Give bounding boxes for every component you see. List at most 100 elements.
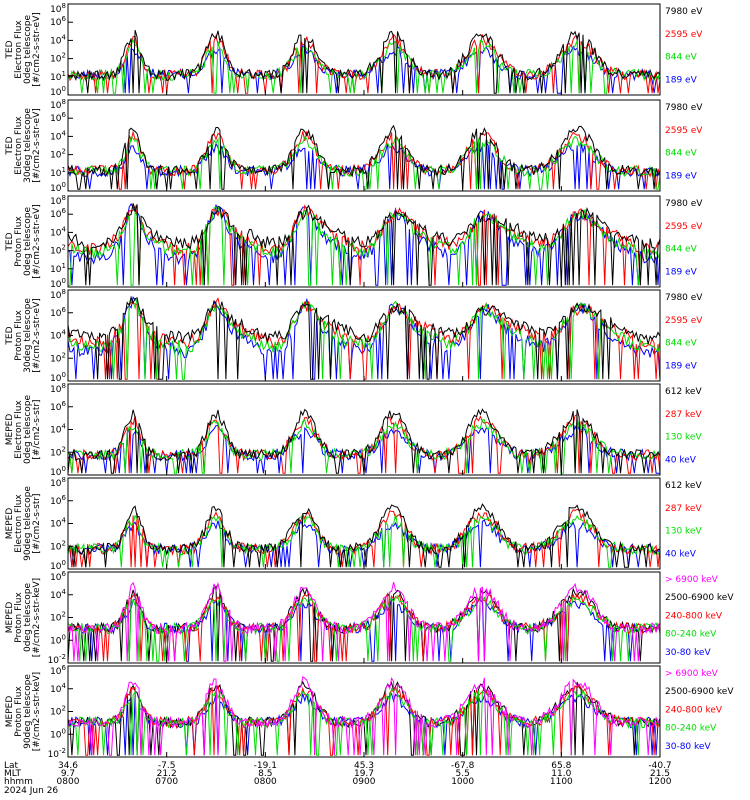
x-row-value-lat: -67.8 bbox=[451, 761, 475, 771]
y-axis-label-line: Electron Flux bbox=[14, 116, 24, 175]
y-tick-label: 108 bbox=[50, 476, 66, 489]
legend-entry: 189 eV bbox=[665, 171, 698, 181]
legend-entry: 240-800 keV bbox=[665, 611, 723, 621]
panel-4: 108 106 104 102 100 TED Proton Flux 30deg teles… bbox=[5, 288, 703, 384]
y-axis-label-line: TED bbox=[5, 232, 15, 251]
x-row-value-hhmm: 1200 bbox=[649, 777, 672, 787]
y-tick-label: 106 bbox=[50, 111, 66, 124]
x-row-value-lat: 34.6 bbox=[58, 761, 78, 771]
x-row-value-mlt: 5.5 bbox=[456, 769, 470, 779]
y-axis-label-line: 90deg telescope bbox=[23, 486, 33, 561]
x-row-value-mlt: 11.0 bbox=[551, 769, 571, 779]
y-axis-label-line: 0deg telescope bbox=[23, 207, 33, 277]
y-tick-label: 106 bbox=[50, 494, 66, 507]
y-tick-label: 104 bbox=[50, 225, 66, 238]
x-row-label: Lat bbox=[4, 761, 19, 771]
y-tick-label: 101 bbox=[50, 262, 66, 275]
y-tick-label: 104 bbox=[50, 682, 66, 695]
series-trace-287-kev bbox=[68, 508, 660, 568]
y-tick-label: 100 bbox=[50, 85, 66, 98]
legend-entry: 2595 eV bbox=[665, 316, 703, 326]
legend-entry: 287 keV bbox=[665, 504, 702, 514]
y-tick-label: 102 bbox=[50, 244, 66, 257]
y-tick-label: 100 bbox=[50, 727, 66, 740]
x-row-value-hhmm: 0800 bbox=[254, 777, 277, 787]
series-trace-7980-ev bbox=[68, 295, 660, 380]
y-tick-label: 102 bbox=[50, 539, 66, 552]
legend-entry: 2595 eV bbox=[665, 30, 703, 40]
traces bbox=[68, 408, 660, 474]
legend-entry: 7980 eV bbox=[665, 103, 703, 113]
y-tick-label: 104 bbox=[50, 588, 66, 601]
legend-entry: 844 eV bbox=[665, 149, 698, 159]
y-tick-label: 108 bbox=[50, 194, 66, 207]
y-tick-label: 101 bbox=[50, 166, 66, 179]
legend-entry: 7980 eV bbox=[665, 199, 703, 209]
y-axis-label-line: 90deg telescope bbox=[23, 674, 33, 749]
series-trace--6900-kev bbox=[68, 675, 660, 756]
y-tick-label: 102 bbox=[50, 351, 66, 364]
legend-entry: 7980 eV bbox=[665, 7, 703, 17]
y-axis-label-line: 0deg telescope bbox=[23, 583, 33, 653]
y-tick-label: 10-2 bbox=[48, 747, 66, 760]
series-trace-80-240-kev bbox=[68, 687, 660, 756]
y-axis-label-line: Proton Flux bbox=[14, 686, 24, 737]
legend-entry: 130 keV bbox=[665, 433, 702, 443]
y-axis-label-line: [#/cm2-s-str-keV] bbox=[32, 578, 42, 657]
series-trace-130-kev bbox=[68, 513, 660, 568]
y-tick-label: 102 bbox=[50, 611, 66, 624]
y-tick-label: 100 bbox=[50, 465, 66, 478]
series-trace-7980-ev bbox=[68, 30, 660, 94]
y-tick-label: 108 bbox=[50, 98, 66, 111]
y-tick-label: 100 bbox=[50, 633, 66, 646]
series-trace-287-kev bbox=[68, 413, 660, 474]
legend-entry: 2500-6900 keV bbox=[665, 687, 734, 697]
y-tick-label: 104 bbox=[50, 33, 66, 46]
panel-7: 106 104 102 100 10-2 MEPED Proton Flux 0deg tel… bbox=[5, 570, 734, 666]
panel-8: 106 104 102 100 10-2 MEPED Proton Flux 90deg te… bbox=[5, 664, 734, 760]
series-trace-130-kev bbox=[68, 419, 660, 474]
y-tick-label: 106 bbox=[50, 15, 66, 28]
series-trace--6900-kev bbox=[68, 581, 660, 662]
y-axis-label-line: Proton Flux bbox=[14, 310, 24, 361]
legend-entry: > 6900 keV bbox=[665, 575, 719, 585]
legend-entry: 612 keV bbox=[665, 387, 702, 397]
y-tick-label: 100 bbox=[50, 277, 66, 290]
legend-entry: 612 keV bbox=[665, 481, 702, 491]
traces bbox=[68, 295, 660, 380]
y-tick-label: 106 bbox=[50, 570, 66, 583]
legend-entry: 2500-6900 keV bbox=[665, 593, 734, 603]
legend-entry: 189 eV bbox=[665, 267, 698, 277]
y-axis-label-line: Proton Flux bbox=[14, 592, 24, 643]
y-tick-label: 10-2 bbox=[48, 653, 66, 666]
x-row-value-lat: -7.5 bbox=[158, 761, 176, 771]
legend-entry: 287 keV bbox=[665, 410, 702, 420]
legend-entry: 189 eV bbox=[665, 75, 698, 85]
x-row-value-mlt: 21.2 bbox=[157, 769, 177, 779]
series-trace-2500-6900-kev bbox=[68, 585, 660, 662]
traces bbox=[68, 202, 660, 286]
y-tick-label: 104 bbox=[50, 329, 66, 342]
y-tick-label: 102 bbox=[50, 445, 66, 458]
y-tick-label: 108 bbox=[50, 2, 66, 15]
y-tick-label: 102 bbox=[50, 148, 66, 161]
y-tick-label: 100 bbox=[50, 371, 66, 384]
legend-entry: 130 keV bbox=[665, 527, 702, 537]
legend-entry: 240-800 keV bbox=[665, 705, 723, 715]
legend-entry: 844 eV bbox=[665, 245, 698, 255]
legend-entry: > 6900 keV bbox=[665, 669, 719, 679]
x-row-value-lat: 45.3 bbox=[354, 761, 374, 771]
x-row-value-mlt: 21.5 bbox=[650, 769, 670, 779]
x-row-label: MLT bbox=[4, 769, 22, 779]
y-tick-label: 104 bbox=[50, 517, 66, 530]
series-trace-844-ev bbox=[68, 298, 660, 380]
x-row-value-mlt: 8.5 bbox=[258, 769, 272, 779]
x-row-label: hhmm bbox=[4, 777, 33, 787]
y-tick-label: 108 bbox=[50, 382, 66, 395]
y-tick-label: 106 bbox=[50, 207, 66, 220]
panel-frame bbox=[67, 3, 661, 96]
